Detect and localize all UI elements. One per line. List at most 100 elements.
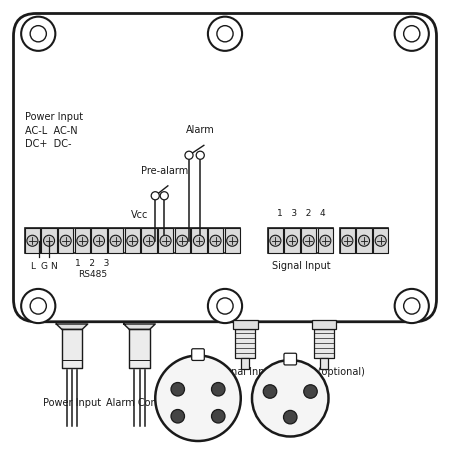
Bar — [314, 328, 334, 358]
Text: 1   2   3: 1 2 3 — [75, 259, 109, 268]
Bar — [320, 358, 328, 369]
FancyBboxPatch shape — [192, 349, 204, 360]
Bar — [268, 229, 283, 253]
Bar — [268, 229, 333, 253]
Text: Pre-alarm: Pre-alarm — [140, 166, 188, 176]
Bar — [58, 229, 73, 253]
Text: N: N — [50, 262, 57, 271]
Text: RS485: RS485 — [78, 270, 107, 279]
Circle shape — [30, 298, 46, 314]
Polygon shape — [56, 324, 88, 329]
Circle shape — [270, 235, 281, 246]
Polygon shape — [124, 324, 155, 329]
Bar — [191, 229, 207, 253]
Bar — [233, 320, 258, 328]
Circle shape — [208, 17, 242, 51]
Bar — [235, 328, 256, 358]
Text: L: L — [30, 262, 36, 271]
Bar — [284, 229, 300, 253]
Circle shape — [303, 235, 314, 246]
Circle shape — [395, 289, 429, 323]
Bar — [25, 229, 40, 253]
Text: RS485 (optional): RS485 (optional) — [283, 367, 365, 377]
Bar — [340, 229, 388, 253]
Circle shape — [194, 235, 204, 246]
Polygon shape — [62, 329, 82, 368]
Circle shape — [171, 382, 184, 396]
Bar — [125, 229, 140, 253]
Circle shape — [94, 235, 104, 246]
Circle shape — [208, 289, 242, 323]
Bar — [41, 229, 57, 253]
Bar — [91, 229, 107, 253]
Bar — [318, 229, 333, 253]
Circle shape — [217, 298, 233, 314]
Circle shape — [287, 235, 297, 246]
Bar — [311, 320, 337, 328]
Text: Power Input: Power Input — [25, 112, 83, 122]
Circle shape — [144, 235, 154, 246]
Bar — [373, 229, 388, 253]
Text: 2: 2 — [230, 384, 236, 394]
Circle shape — [110, 235, 121, 246]
Circle shape — [263, 385, 277, 398]
Bar — [301, 229, 316, 253]
Circle shape — [359, 235, 369, 246]
Circle shape — [375, 235, 386, 246]
Bar — [141, 229, 157, 253]
Text: Signal Input: Signal Input — [272, 261, 331, 271]
Text: Vcc: Vcc — [131, 211, 148, 220]
Text: Alarm Control: Alarm Control — [106, 398, 173, 408]
Circle shape — [27, 235, 38, 246]
Bar — [158, 229, 173, 253]
Circle shape — [44, 235, 54, 246]
Circle shape — [160, 235, 171, 246]
Text: AC-L  AC-N: AC-L AC-N — [25, 126, 77, 135]
Circle shape — [177, 235, 188, 246]
Text: 1: 1 — [252, 387, 259, 396]
Bar — [356, 229, 372, 253]
Text: 3: 3 — [302, 412, 308, 422]
Circle shape — [127, 235, 138, 246]
Circle shape — [320, 235, 331, 246]
Bar — [25, 229, 240, 253]
Text: 3: 3 — [230, 411, 236, 421]
Circle shape — [60, 235, 71, 246]
Circle shape — [212, 382, 225, 396]
Text: 1: 1 — [160, 384, 166, 394]
Circle shape — [210, 235, 221, 246]
Circle shape — [227, 235, 238, 246]
Bar — [225, 229, 240, 253]
Bar — [208, 229, 223, 253]
Circle shape — [217, 26, 233, 42]
Circle shape — [155, 356, 241, 441]
Text: Alarm: Alarm — [186, 125, 215, 135]
Text: 1   3   2   4: 1 3 2 4 — [277, 209, 326, 218]
Circle shape — [252, 360, 328, 436]
Circle shape — [151, 192, 159, 200]
Text: G: G — [40, 262, 48, 271]
Bar — [75, 229, 90, 253]
Circle shape — [21, 17, 55, 51]
Circle shape — [21, 289, 55, 323]
Circle shape — [212, 410, 225, 423]
Bar — [241, 358, 249, 369]
Bar — [340, 229, 355, 253]
Circle shape — [284, 410, 297, 424]
Polygon shape — [130, 329, 149, 368]
Text: Power Input: Power Input — [43, 398, 101, 408]
Text: 2: 2 — [322, 387, 328, 396]
Circle shape — [342, 235, 353, 246]
Circle shape — [30, 26, 46, 42]
Text: DC+  DC-: DC+ DC- — [25, 139, 71, 149]
Circle shape — [404, 26, 420, 42]
Circle shape — [395, 17, 429, 51]
Bar — [175, 229, 190, 253]
FancyBboxPatch shape — [14, 14, 436, 322]
Circle shape — [160, 192, 168, 200]
Circle shape — [77, 235, 88, 246]
Circle shape — [404, 298, 420, 314]
Circle shape — [196, 151, 204, 159]
Text: 4: 4 — [160, 411, 166, 421]
Bar — [108, 229, 123, 253]
